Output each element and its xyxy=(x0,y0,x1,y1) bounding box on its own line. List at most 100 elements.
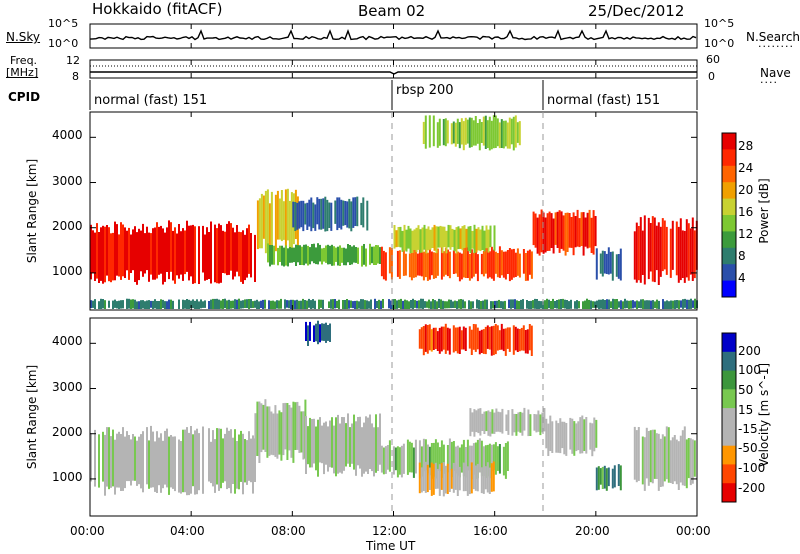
heatmap-cell-1-1 xyxy=(266,406,269,458)
heatmap-cell-1-4 xyxy=(450,468,453,489)
heatmap-cell-0-10 xyxy=(332,299,334,309)
heatmap-cell-1-6 xyxy=(591,423,594,457)
heatmap-cell-0-10 xyxy=(610,301,612,308)
heatmap-cell-1-5 xyxy=(489,411,492,437)
heatmap-cell-1-0 xyxy=(136,440,138,486)
heatmap-cell-0-0 xyxy=(90,224,92,280)
heatmap-cell-0-6 xyxy=(512,116,515,151)
beam-title: Beam 02 xyxy=(358,2,426,20)
heatmap-cell-0-6 xyxy=(510,118,513,145)
heatmap-cell-0-10 xyxy=(510,299,512,309)
heatmap-cell-0-4 xyxy=(444,247,447,275)
heatmap-cell-0-3 xyxy=(300,200,303,228)
heatmap-cell-0-10 xyxy=(294,300,296,309)
heatmap-cell-1-6 xyxy=(589,422,592,450)
heatmap-cell-0-0 xyxy=(250,233,252,278)
heatmap-cell-0-0 xyxy=(166,227,168,272)
heatmap-cell-0-10 xyxy=(360,299,362,309)
heatmap-cell-0-7 xyxy=(586,212,589,249)
heatmap-cell-0-0 xyxy=(170,222,172,272)
heatmap-cell-0-4 xyxy=(442,251,445,277)
heatmap-cell-0-10 xyxy=(156,301,158,309)
heatmap-cell-0-6 xyxy=(470,117,473,148)
heatmap-cell-0-3 xyxy=(322,198,325,229)
heatmap-cell-0-10 xyxy=(104,300,106,309)
heatmap-cell-1-0 xyxy=(252,435,254,494)
heatmap-cell-1-4 xyxy=(446,463,449,494)
heatmap-cell-1-0 xyxy=(212,430,214,487)
heatmap-cell-0-10 xyxy=(118,300,120,309)
heatmap-cell-1-0 xyxy=(138,436,140,485)
heatmap-cell-0-10 xyxy=(502,301,504,309)
heatmap-cell-0-8 xyxy=(607,247,610,275)
heatmap-cell-0-10 xyxy=(664,301,666,309)
heatmap-cell-0-1 xyxy=(258,198,261,249)
heatmap-cell-0-6 xyxy=(502,120,505,149)
heatmap-cell-0-7 xyxy=(558,210,561,253)
heatmap-cell-0-4 xyxy=(412,249,415,278)
heatmap-cell-1-9 xyxy=(478,330,481,355)
colorbar-swatch-1-1 xyxy=(722,351,736,372)
heatmap-cell-0-6 xyxy=(480,122,483,143)
heatmap-cell-0-5 xyxy=(483,230,486,252)
heatmap-cell-1-8 xyxy=(685,439,688,489)
heatmap-cell-1-3 xyxy=(486,444,489,477)
heatmap-cell-0-0 xyxy=(140,230,142,272)
heatmap-cell-0-10 xyxy=(606,299,608,309)
heatmap-cell-0-10 xyxy=(462,299,464,309)
heatmap-cell-1-9 xyxy=(482,329,485,354)
heatmap-cell-0-1 xyxy=(270,191,273,250)
heatmap-cell-0-10 xyxy=(494,300,496,309)
heatmap-cell-0-6 xyxy=(438,118,441,146)
heatmap-cell-0-10 xyxy=(134,299,136,309)
heatmap-cell-0-10 xyxy=(528,301,530,309)
time-tick-3: 12:00 xyxy=(372,524,407,538)
power-ytick-3000: 3000 xyxy=(52,174,83,188)
heatmap-cell-0-2 xyxy=(303,244,305,266)
colorbar-swatch-0-2 xyxy=(722,165,736,183)
heatmap-cell-1-4 xyxy=(418,462,421,494)
heatmap-cell-1-3 xyxy=(388,440,391,472)
heatmap-cell-1-0 xyxy=(224,433,226,482)
heatmap-cell-1-0 xyxy=(150,425,152,488)
heatmap-cell-1-10 xyxy=(329,323,331,342)
heatmap-cell-1-4 xyxy=(466,466,469,496)
heatmap-cell-0-10 xyxy=(356,300,358,309)
heatmap-cell-1-8 xyxy=(635,430,638,483)
heatmap-cell-0-10 xyxy=(574,301,576,309)
heatmap-cell-1-0 xyxy=(162,440,164,489)
heatmap-cell-0-0 xyxy=(222,230,224,273)
heatmap-cell-1-4 xyxy=(474,465,477,491)
heatmap-cell-0-0 xyxy=(150,233,152,275)
heatmap-cell-0-2 xyxy=(351,246,353,265)
heatmap-cell-1-6 xyxy=(555,420,558,453)
heatmap-cell-0-2 xyxy=(269,245,271,267)
heatmap-cell-0-10 xyxy=(638,301,640,308)
heatmap-cell-1-7 xyxy=(601,466,604,489)
heatmap-cell-0-10 xyxy=(236,299,238,309)
heatmap-cell-0-7 xyxy=(576,209,579,247)
heatmap-cell-0-10 xyxy=(678,300,680,309)
heatmap-cell-0-7 xyxy=(572,212,575,256)
heatmap-cell-0-10 xyxy=(108,300,110,308)
heatmap-cell-1-8 xyxy=(641,436,644,485)
heatmap-cell-0-10 xyxy=(690,298,692,309)
heatmap-cell-0-5 xyxy=(413,229,416,250)
heatmap-cell-0-4 xyxy=(526,250,529,281)
heatmap-cell-0-4 xyxy=(528,249,531,275)
heatmap-cell-0-10 xyxy=(584,300,586,309)
heatmap-cell-0-10 xyxy=(632,300,634,309)
heatmap-cell-0-5 xyxy=(471,230,474,249)
heatmap-cell-0-0 xyxy=(114,221,116,281)
heatmap-cell-1-5 xyxy=(521,412,524,436)
heatmap-cell-0-0 xyxy=(126,230,128,271)
heatmap-cell-0-2 xyxy=(305,244,307,264)
time-tick-5: 20:00 xyxy=(575,524,610,538)
heatmap-cell-0-0 xyxy=(254,234,256,282)
heatmap-cell-0-10 xyxy=(136,301,138,309)
heatmap-cell-1-1 xyxy=(288,405,291,451)
heatmap-cell-0-10 xyxy=(184,300,186,309)
colorbar-swatch-0-6 xyxy=(722,231,736,249)
heatmap-cell-0-10 xyxy=(600,299,602,309)
heatmap-cell-0-10 xyxy=(578,301,580,309)
